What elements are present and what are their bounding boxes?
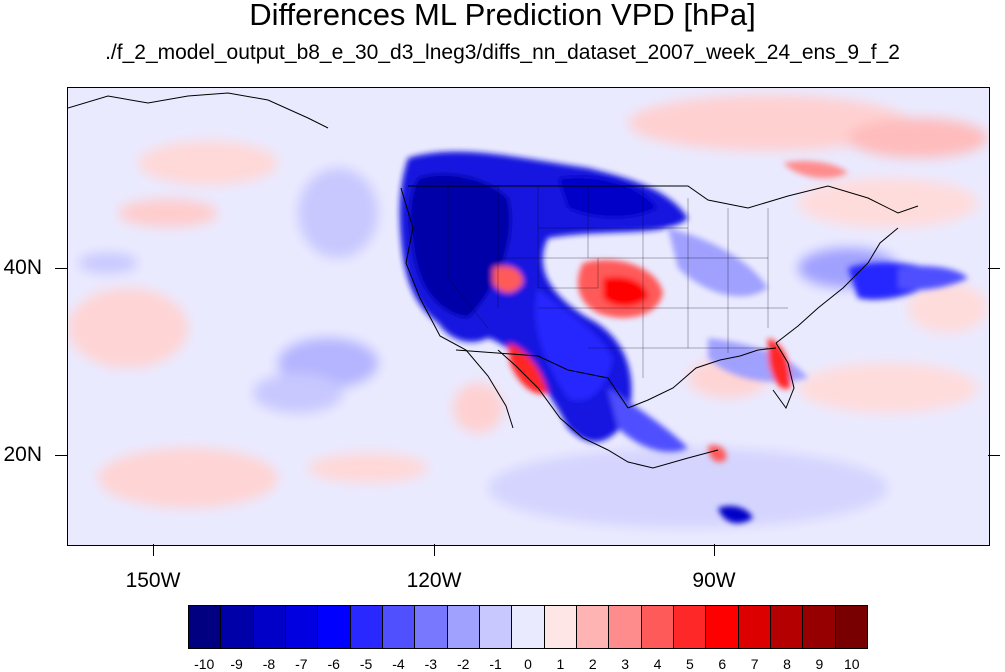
colorbar-cell: [738, 606, 771, 648]
colorbar-label: -5: [359, 656, 373, 672]
colorbar-label: 8: [783, 656, 791, 672]
colorbar: [188, 605, 868, 649]
colorbar-label: -2: [457, 656, 470, 672]
colorbar-cell: [415, 606, 448, 648]
colorbar-cell: [285, 606, 319, 648]
colorbar-label: -8: [262, 656, 276, 672]
colorbar-cell: [382, 606, 416, 648]
lat-label-20n: 20N: [3, 443, 42, 466]
colorbar-label: -6: [327, 656, 340, 672]
colorbar-cell: [221, 606, 254, 648]
vpd-difference-map: [67, 87, 990, 546]
colorbar-label: 0: [524, 656, 532, 672]
colorbar-cell: [706, 606, 739, 648]
map-canvas: [68, 88, 989, 545]
colorbar-label: 3: [621, 656, 630, 672]
coastlines: [68, 92, 919, 469]
colorbar-label: -10: [194, 656, 215, 672]
lat-tick-20n-right: [988, 455, 1000, 456]
state-borders: [447, 186, 788, 378]
colorbar-cell: [544, 606, 577, 648]
lat-tick-40n: [55, 268, 67, 269]
colorbar-label: 6: [718, 656, 727, 672]
colorbar-label: 4: [653, 656, 662, 672]
colorbar-cell: [253, 606, 286, 648]
colorbar-cell: [641, 606, 674, 648]
map-title: Differences ML Prediction VPD [hPa]: [249, 0, 756, 32]
field-light-anomalies: [68, 95, 988, 528]
colorbar-cell: [189, 606, 222, 648]
colorbar-cell: [609, 606, 642, 648]
colorbar-cell: [770, 606, 804, 648]
colorbar-cell: [576, 606, 610, 648]
colorbar-label: 10: [844, 656, 860, 672]
colorbar-label: -3: [424, 656, 438, 672]
colorbar-label: 7: [750, 656, 759, 672]
colorbar-cell: [447, 606, 480, 648]
lon-label-150w: 150W: [125, 569, 181, 592]
colorbar-label: 1: [556, 656, 565, 672]
lat-label-40n: 40N: [3, 256, 42, 279]
colorbar-cell: [803, 606, 836, 648]
lat-tick-40n-right: [988, 268, 1000, 269]
colorbar-label: -9: [230, 656, 243, 672]
lon-tick-90w: [714, 544, 715, 556]
map-subtitle: ./f_2_model_output_b8_e_30_d3_lneg3/diff…: [105, 41, 900, 64]
colorbar-label: -1: [489, 656, 502, 672]
colorbar-cell: [835, 606, 867, 648]
lat-tick-20n: [55, 455, 67, 456]
colorbar-cell: [673, 606, 707, 648]
field-strong-anomalies: [399, 151, 968, 524]
colorbar-label: 9: [815, 656, 824, 672]
colorbar-label: -4: [392, 656, 405, 672]
lon-label-120w: 120W: [406, 569, 462, 592]
colorbar-cell: [350, 606, 383, 648]
lon-label-90w: 90W: [692, 569, 736, 592]
colorbar-cell: [512, 606, 545, 648]
colorbar-label: 2: [588, 656, 597, 672]
lon-tick-150w: [153, 544, 154, 556]
colorbar-cell: [318, 606, 351, 648]
colorbar-cell: [479, 606, 513, 648]
lon-tick-120w: [434, 544, 435, 556]
colorbar-label: 5: [685, 656, 694, 672]
colorbar-label: -7: [295, 656, 308, 672]
